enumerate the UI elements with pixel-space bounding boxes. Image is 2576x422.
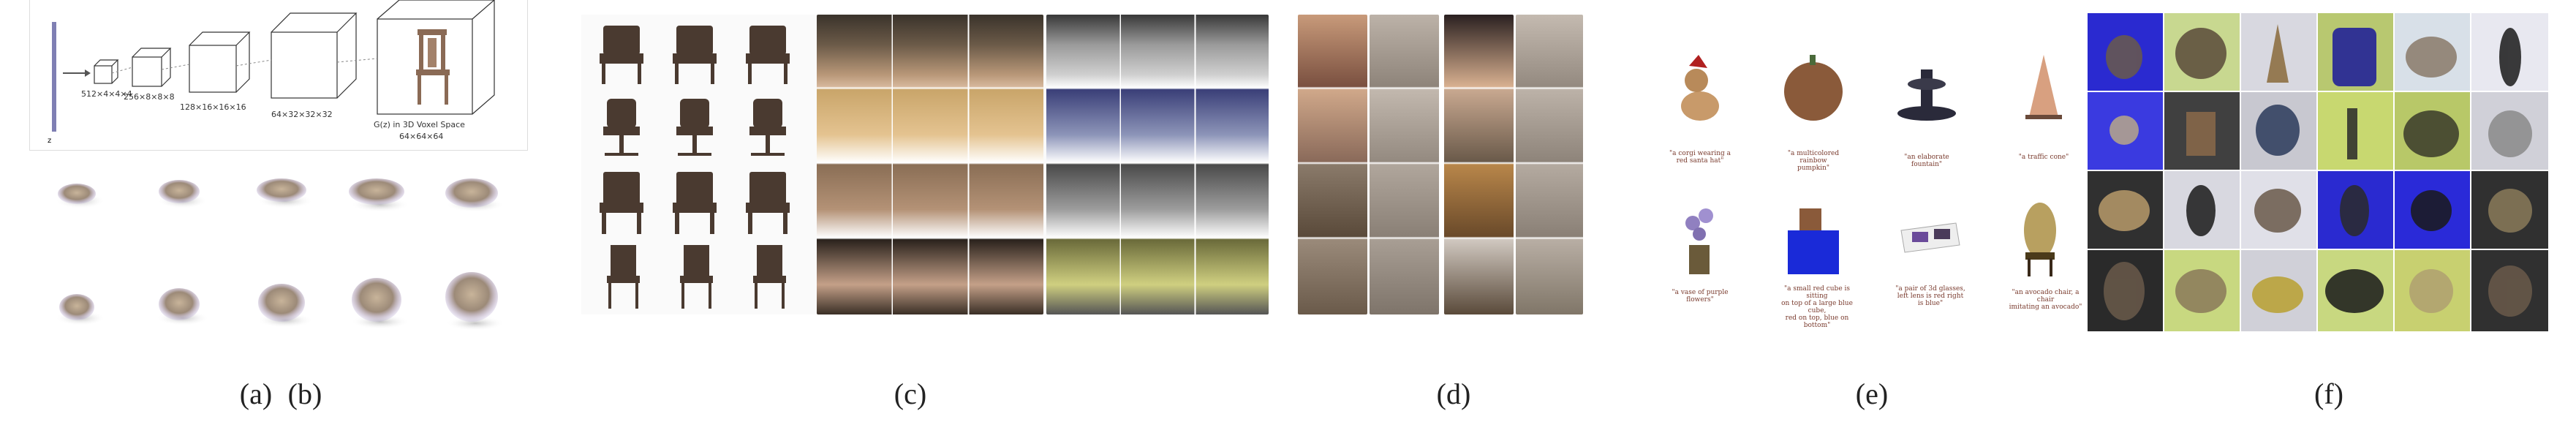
layer-label: 64×32×32×32 bbox=[271, 110, 333, 119]
layer-label: 128×16×16×16 bbox=[180, 102, 246, 112]
render-tiles bbox=[2088, 13, 2548, 331]
caption-f: (f) bbox=[2314, 377, 2343, 410]
3d-glasses-render bbox=[1900, 222, 1960, 253]
cars-grid bbox=[1046, 15, 1269, 314]
prompt-text: "a vase of purple flowers" bbox=[1672, 289, 1729, 304]
pumpkin-render bbox=[1784, 55, 1843, 121]
caption-c: (c) bbox=[894, 377, 927, 410]
layer-label: G(z) in 3D Voxel Space bbox=[374, 120, 465, 129]
chair-voxel-output bbox=[416, 29, 450, 105]
fountain-render bbox=[1897, 69, 1956, 121]
layer-label: 512×4×4×4 bbox=[81, 89, 132, 99]
svg-text:z: z bbox=[48, 137, 51, 145]
prompt-text: "an elaborate fountain" bbox=[1904, 154, 1949, 168]
object-renders bbox=[1681, 55, 2062, 276]
panel-c-image-grid bbox=[581, 15, 1269, 314]
panel-b-point-clouds bbox=[40, 168, 508, 366]
prompt-text: "a multicolored rainbow pumpkin" bbox=[1787, 150, 1840, 172]
voxel-network-diagram: z bbox=[48, 0, 495, 145]
sculpt-face-column-2 bbox=[1516, 15, 1583, 314]
photo-face-column-1 bbox=[1298, 15, 1367, 314]
faces-grid bbox=[817, 15, 1043, 314]
latent-vector-bar bbox=[52, 22, 56, 132]
caption-b: (b) bbox=[287, 377, 322, 410]
prompt-text: "a pair of 3d glasses, left lens is red … bbox=[1895, 285, 1965, 307]
prompt-text: "a corgi wearing a red santa hat" bbox=[1669, 150, 1731, 165]
prompt-text: "an avocado chair, a chair imitating an … bbox=[2009, 289, 2082, 311]
flower-vase-render bbox=[1685, 208, 1713, 274]
sculpt-face-column-1 bbox=[1370, 15, 1439, 314]
panel-d-face-pairs bbox=[1298, 15, 1583, 314]
photo-face-column-2 bbox=[1444, 15, 1514, 314]
caption-e: (e) bbox=[1855, 377, 1889, 410]
traffic-cone-render bbox=[2025, 55, 2062, 119]
avocado-chair-render bbox=[2024, 203, 2056, 276]
panel-f-render-grid bbox=[2088, 13, 2548, 331]
caption-d: (d) bbox=[1436, 377, 1471, 410]
layer-label: 256×8×8×8 bbox=[124, 92, 175, 102]
caption-a: (a) bbox=[239, 377, 273, 410]
prompt-text: "a small red cube is sitting on top of a… bbox=[1781, 285, 1853, 329]
layer-label: 64×64×64 bbox=[399, 132, 444, 141]
stacked-cubes-render bbox=[1788, 208, 1839, 274]
chair-renders bbox=[600, 26, 790, 309]
prompt-text: "a traffic cone" bbox=[2018, 154, 2069, 161]
panel-a-diagram: z bbox=[29, 0, 528, 151]
panel-e-text-to-3d: "a corgi wearing a red santa hat" "a mul… bbox=[1656, 33, 2102, 329]
corgi-render bbox=[1681, 55, 1719, 121]
